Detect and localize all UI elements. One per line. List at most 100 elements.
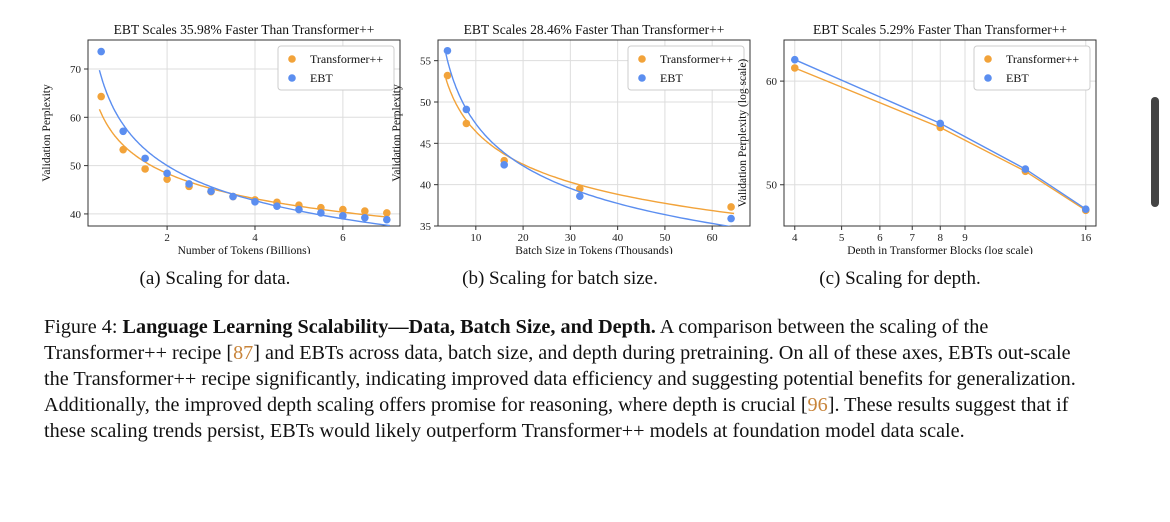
legend-label: EBT xyxy=(310,71,333,85)
x-tick-label: 6 xyxy=(877,232,883,244)
y-tick-label: 60 xyxy=(766,76,778,88)
data-point-transformer xyxy=(119,145,127,154)
data-point-transformer xyxy=(317,203,325,212)
y-tick-label: 40 xyxy=(70,209,82,221)
legend-box xyxy=(627,45,745,91)
data-point-ebt xyxy=(229,192,237,201)
legend-label: EBT xyxy=(660,71,683,85)
y-tick-label: 45 xyxy=(420,138,432,150)
data-point-transformer xyxy=(727,203,735,211)
caption-text-2: ] and EBTs across data, batch size, and … xyxy=(44,342,1076,416)
chart-title: EBT Scales 35.98% Faster Than Transforme… xyxy=(114,22,375,37)
legend-marker xyxy=(984,74,992,82)
data-point-ebt xyxy=(443,46,452,55)
data-point-ebt xyxy=(462,105,471,114)
caption-text-3: ]. These results suggest that if these s… xyxy=(44,394,1069,442)
trend-line-transformer xyxy=(445,78,735,215)
data-point-ebt xyxy=(339,212,347,220)
data-point-ebt xyxy=(576,192,584,201)
y-tick-label: 40 xyxy=(420,180,432,192)
y-tick-label: 70 xyxy=(70,64,82,76)
x-tick-label: 10 xyxy=(470,232,482,244)
caption-a: (a) Scaling for data. xyxy=(139,268,291,289)
legend-marker xyxy=(638,74,646,82)
x-axis-label: Batch Size in Tokens (Thousands) xyxy=(515,245,673,254)
caption-b: (b) Scaling for batch size. xyxy=(462,268,658,289)
x-tick-label: 40 xyxy=(612,232,624,244)
data-point-ebt xyxy=(295,205,303,214)
data-point-ebt xyxy=(251,198,259,206)
trend-line-ebt xyxy=(794,59,1087,210)
chart-panel-data: 2 4 6 40 50 60 70 EBT Scales 35.98% Faster Than… xyxy=(40,14,410,254)
citation-link-87[interactable]: 87 xyxy=(233,342,254,364)
chart-depth-scaling: 4 5 6 7 8 9 16 50 60 EBT Scales 5.29% Faster Than… xyxy=(737,22,1097,254)
data-point-ebt xyxy=(317,209,325,217)
chart-panel-depth: 4 5 6 7 8 9 16 50 60 EBT Scales 5.29% Faster Than… xyxy=(736,14,1106,254)
y-axis-label: Validation Perplexity xyxy=(41,84,53,182)
data-point-ebt xyxy=(185,180,193,188)
data-point-ebt xyxy=(383,215,391,224)
x-tick-label: 20 xyxy=(518,232,530,244)
plot-frame xyxy=(87,39,401,227)
data-point-ebt xyxy=(500,161,508,169)
data-point-ebt xyxy=(790,55,799,64)
data-point-ebt xyxy=(1081,205,1090,213)
data-point-transformer xyxy=(383,209,391,217)
x-tick-label: 8 xyxy=(938,232,944,244)
chart-title: EBT Scales 28.46% Faster Than Transforme… xyxy=(464,22,725,37)
x-tick-label: 4 xyxy=(792,232,798,244)
y-tick-label: 60 xyxy=(70,112,82,124)
legend-label: Transformer++ xyxy=(310,52,383,66)
y-tick-label: 50 xyxy=(766,180,778,192)
legend-label: Transformer++ xyxy=(660,52,733,66)
data-point-transformer xyxy=(163,175,171,183)
x-tick-label: 7 xyxy=(909,232,915,244)
data-point-transformer xyxy=(361,207,369,215)
data-point-transformer xyxy=(790,64,799,72)
x-tick-label: 9 xyxy=(962,232,968,244)
x-tick-label: 5 xyxy=(839,232,845,244)
data-point-ebt xyxy=(273,202,281,210)
legend-box xyxy=(973,45,1091,91)
legend-label: EBT xyxy=(1006,71,1029,85)
x-tick-label: 6 xyxy=(340,232,346,244)
x-axis-label: Number of Tokens (Billions) xyxy=(178,245,311,254)
data-point-ebt xyxy=(163,169,171,178)
data-point-ebt xyxy=(361,213,369,222)
x-axis-label: Depth in Transformer Blocks (log scale) xyxy=(847,245,1033,254)
caption-text-1: A comparison between the scaling of the … xyxy=(44,316,989,364)
caption-c: (c) Scaling for depth. xyxy=(819,268,981,289)
figure-caption: Figure 4: Language Learning Scalability—… xyxy=(44,314,1084,444)
chart-title: EBT Scales 5.29% Faster Than Transformer… xyxy=(813,22,1067,37)
x-tick-label: 2 xyxy=(164,232,170,244)
legend-marker xyxy=(638,55,646,63)
y-tick-label: 50 xyxy=(420,97,432,109)
legend-label: Transformer++ xyxy=(1006,52,1079,66)
y-tick-label: 35 xyxy=(420,221,432,233)
legend-box xyxy=(277,45,395,91)
data-point-ebt xyxy=(141,154,149,163)
data-point-ebt xyxy=(97,47,105,56)
figure-label: Figure 4: xyxy=(44,316,123,338)
scrollbar[interactable] xyxy=(1151,97,1159,207)
x-tick-label: 50 xyxy=(659,232,671,244)
chart-panel-batch: 10 20 30 40 50 60 35 40 45 50 55 EBT Scales 28.46% … xyxy=(390,14,760,254)
data-point-transformer xyxy=(462,119,471,128)
data-point-transformer xyxy=(97,92,105,101)
trend-line-transformer xyxy=(98,109,390,219)
x-tick-label: 16 xyxy=(1080,232,1092,244)
trend-line-ebt xyxy=(98,70,390,226)
x-tick-label: 4 xyxy=(252,232,258,244)
data-point-ebt xyxy=(936,119,945,128)
citation-link-96[interactable]: 96 xyxy=(807,394,828,416)
plot-frame xyxy=(437,39,751,227)
legend-marker xyxy=(288,55,296,63)
x-tick-label: 60 xyxy=(707,232,719,244)
data-point-transformer xyxy=(339,205,347,214)
trend-line-ebt xyxy=(445,53,733,226)
data-point-transformer xyxy=(443,71,452,80)
chart-batch-scaling: 10 20 30 40 50 60 35 40 45 50 55 EBT Scales 28.46% … xyxy=(391,22,751,254)
y-tick-label: 50 xyxy=(70,161,82,173)
y-axis-label: Validation Perplexity (log scale) xyxy=(737,59,749,208)
chart-data-scaling: 2 4 6 40 50 60 70 EBT Scales 35.98% Faster Than… xyxy=(41,22,401,254)
